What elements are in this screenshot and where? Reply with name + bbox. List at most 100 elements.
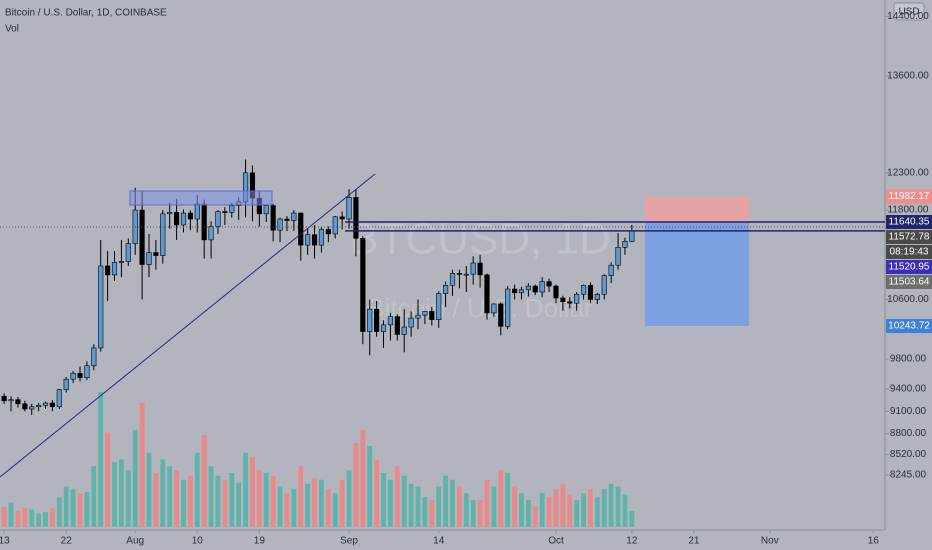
volume-bar — [167, 466, 173, 527]
y-tick-label: 9100.00 — [890, 406, 927, 417]
volume-bar — [519, 493, 524, 527]
volume-bar — [98, 392, 104, 527]
currency-box[interactable] — [893, 2, 925, 21]
volume-bar — [477, 500, 483, 527]
volume-bar — [360, 429, 366, 527]
volume-bar — [236, 482, 242, 527]
x-tick-label: 19 — [254, 536, 266, 547]
volume-bar — [525, 500, 531, 527]
volume-bar — [498, 470, 504, 527]
candle-body — [29, 406, 35, 410]
candle-body — [429, 311, 435, 320]
y-tick-label: 8800.00 — [890, 428, 927, 439]
candle-body — [498, 303, 504, 327]
volume-bar — [560, 483, 566, 527]
candle-body — [118, 261, 124, 263]
x-tick-label: Oct — [548, 536, 564, 547]
price-label-box — [886, 274, 932, 289]
candle-body — [153, 252, 159, 256]
candle-body — [56, 389, 62, 408]
candle-body — [574, 293, 580, 304]
volume-bar — [415, 486, 421, 527]
volume-bar — [1, 506, 7, 527]
candle-body — [291, 212, 297, 221]
volume-bar — [284, 493, 290, 527]
candle-body — [512, 288, 518, 294]
candle-body — [77, 372, 83, 379]
candle-body — [263, 205, 269, 215]
candle-body — [353, 197, 359, 239]
candle-body — [311, 234, 318, 246]
volume-bar — [298, 466, 304, 527]
stop-zone — [645, 221, 749, 327]
candle-body — [22, 403, 28, 410]
candle-body — [160, 213, 166, 256]
candle-body — [387, 316, 393, 326]
candle-body — [91, 347, 97, 367]
y-tick-label: 14400.00 — [887, 11, 929, 22]
volume-bar — [50, 508, 55, 527]
price-label: 10243.72 — [888, 321, 930, 332]
volume-bar — [77, 493, 83, 527]
x-tick-label: 21 — [688, 536, 700, 547]
volume-bar — [146, 452, 152, 527]
volume-bar — [422, 497, 428, 527]
candle-body — [1, 396, 7, 402]
candle-body — [449, 273, 456, 286]
candle-body — [553, 285, 559, 299]
candle-body — [63, 378, 69, 390]
candle-body — [146, 252, 152, 265]
volume-bar — [36, 513, 42, 527]
volume-bar — [256, 470, 262, 527]
candle-body — [622, 241, 628, 248]
volume-bar — [118, 459, 124, 527]
candle-body — [560, 297, 566, 303]
candle-body — [84, 365, 90, 379]
candle-body — [367, 308, 373, 332]
candle-body — [491, 303, 497, 314]
candle-body — [208, 226, 214, 241]
candle-body — [443, 285, 449, 294]
candle-body — [456, 273, 462, 275]
price-label-box — [886, 229, 932, 244]
volume-bar — [63, 486, 69, 527]
volume-bar — [346, 470, 352, 527]
candle-body — [8, 399, 14, 402]
y-tick-label: 8245.00 — [890, 470, 927, 481]
volume-bar — [187, 475, 193, 527]
volume-bar — [608, 483, 614, 527]
y-tick-label: 12300.00 — [887, 167, 929, 178]
volume-bar — [615, 486, 621, 527]
candle-body — [470, 262, 476, 275]
volume-bar — [470, 500, 476, 527]
countdown: 08:19:43 — [890, 247, 929, 258]
candle-body — [539, 281, 545, 293]
candle-body — [180, 212, 187, 226]
target-zone — [645, 196, 749, 222]
trend-line — [0, 173, 376, 478]
volume-bar — [181, 479, 186, 527]
x-tick-label: Aug — [126, 536, 144, 547]
volume-bar — [312, 478, 317, 527]
candle-body — [98, 265, 104, 349]
candle-body — [615, 247, 621, 266]
volume-bar — [429, 500, 435, 527]
currency[interactable]: USD — [898, 7, 919, 18]
volume-bar — [29, 509, 35, 527]
candle-body — [518, 289, 525, 294]
volume-bar — [194, 452, 200, 527]
volume-bar — [153, 473, 159, 527]
volume-bar — [353, 443, 359, 527]
candle-body — [49, 402, 56, 408]
volume-bar — [160, 459, 166, 527]
candle-body — [332, 216, 338, 235]
volume-bar — [588, 489, 593, 527]
candle-body — [415, 314, 421, 319]
candle-body — [139, 209, 145, 265]
candle-body — [608, 264, 614, 276]
volume-bar — [277, 486, 283, 527]
candle-body — [305, 234, 311, 246]
candle-body — [215, 211, 221, 227]
volume-bar — [319, 479, 324, 527]
